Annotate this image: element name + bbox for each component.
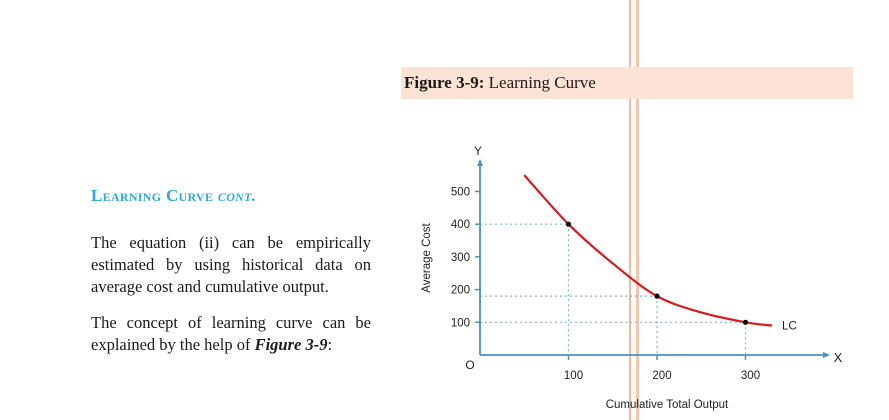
y-tick-label: 400 (451, 219, 470, 231)
x-tick-label: 200 (652, 370, 671, 382)
y-axis-symbol: Y (474, 146, 482, 158)
paragraph-concept: The concept of learning curve can be exp… (91, 312, 371, 356)
figure-reference: Figure 3-9 (254, 335, 328, 354)
data-point-marker (742, 319, 749, 325)
y-tick-label: 100 (451, 317, 470, 329)
y-tick-label: 500 (451, 187, 470, 199)
figure-caption: Figure 3-9: Learning Curve (401, 67, 853, 99)
figure-title: Learning Curve (488, 73, 596, 92)
y-tick-label: 200 (451, 285, 470, 297)
y-tick-label: 300 (451, 252, 470, 264)
origin-label: O (465, 358, 474, 372)
section-title: Learning Curve cont. (91, 186, 256, 206)
x-tick-label: 300 (741, 370, 760, 382)
y-axis-title: Average Cost (421, 222, 433, 292)
x-tick-label: 100 (564, 370, 583, 382)
y-axis-arrow-icon (477, 159, 483, 166)
section-title-main: Learning Curve (91, 186, 214, 205)
figure-label: Figure 3-9: (404, 73, 485, 92)
axis-labels: 100 200 300 400 500 100 200 300 Y X O Cumulative To… (421, 146, 843, 411)
page-divider-line (636, 0, 639, 420)
x-axis-symbol: X (834, 350, 843, 365)
axes (475, 159, 830, 360)
section-title-suffix: cont. (217, 186, 257, 205)
x-axis-arrow-icon (823, 352, 830, 358)
data-points (565, 221, 749, 325)
paragraph-equation: The equation (ii) can be empirically est… (91, 233, 371, 296)
data-point-marker (654, 293, 660, 299)
x-axis-title: Cumulative Total Output (606, 399, 729, 411)
curve-label: LC (782, 321, 797, 333)
guide-lines (480, 223, 747, 355)
paragraph-text: The concept of learning curve can be exp… (91, 313, 371, 354)
learning-curve-line (523, 174, 773, 327)
data-point-marker (565, 221, 572, 227)
page-divider-line (629, 0, 631, 420)
paragraph-text: : (327, 335, 333, 354)
